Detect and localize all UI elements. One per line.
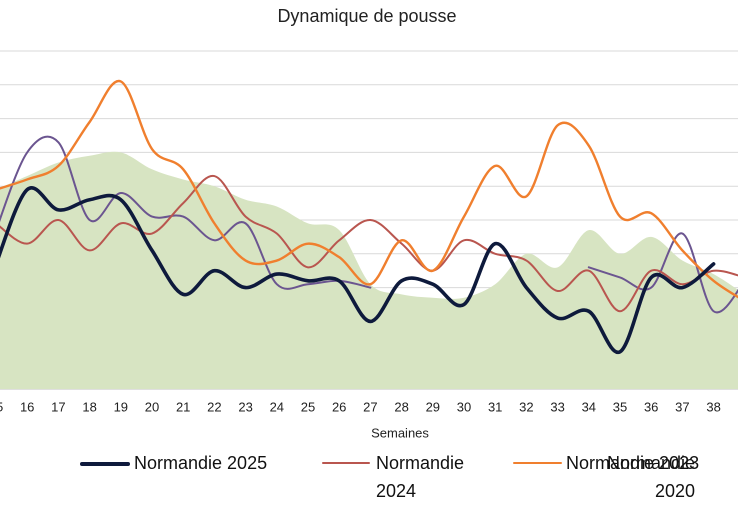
legend-label: Normandie 2025: [134, 453, 268, 473]
x-tick-label: 32: [519, 399, 533, 414]
x-tick-label: 24: [270, 399, 284, 414]
x-tick-label: 34: [582, 399, 596, 414]
x-tick-label: 35: [613, 399, 627, 414]
x-tick-label: 15: [0, 399, 3, 414]
legend-swatch: [513, 462, 562, 464]
x-axis-label: Semaines: [371, 425, 429, 440]
legend-label: Normandie 2023: [566, 453, 700, 473]
x-tick-label: 27: [363, 399, 377, 414]
line: [587, 232, 738, 314]
x-tick-label: 30: [457, 399, 471, 414]
x-tick-label: 37: [675, 399, 689, 414]
x-tick-label: 21: [176, 399, 190, 414]
x-tick-label: 23: [238, 399, 252, 414]
x-tick-label: 18: [82, 399, 96, 414]
x-tick-label: 36: [644, 399, 658, 414]
x-tick-label: 33: [550, 399, 564, 414]
chart-title: Dynamique de pousse: [277, 6, 456, 26]
legend-swatch: [322, 462, 370, 464]
legend-swatch: [80, 462, 130, 466]
x-tick-label: 20: [145, 399, 159, 414]
x-tick-label: 28: [394, 399, 408, 414]
legend-label: Normandie 2024: [376, 453, 465, 501]
x-tick-label: 26: [332, 399, 346, 414]
line: [0, 135, 372, 290]
area: [0, 151, 738, 389]
x-tick-label: 29: [426, 399, 440, 414]
x-tick-label: 31: [488, 399, 502, 414]
x-tick-label: 17: [51, 399, 65, 414]
legend-label: Normandie 2020: [606, 453, 695, 501]
line: [0, 185, 716, 354]
x-tick-label: 38: [706, 399, 720, 414]
x-tick-label: 16: [20, 399, 34, 414]
line: [0, 80, 738, 299]
line: [0, 175, 738, 313]
x-tick-label: 19: [114, 399, 128, 414]
x-tick-label: 22: [207, 399, 221, 414]
x-tick-label: 25: [301, 399, 315, 414]
